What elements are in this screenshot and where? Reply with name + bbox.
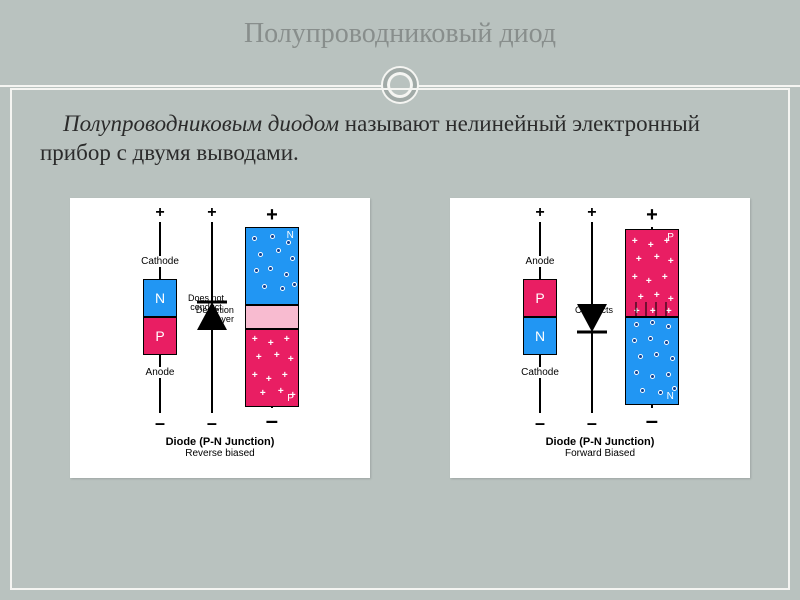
depletion-layer: Depletion Layer <box>245 305 299 329</box>
diagrams-row: + Cathode N P Anode – + <box>40 198 760 478</box>
title-area: Полупроводниковый диод <box>0 0 800 50</box>
cathode-label: Cathode <box>521 367 559 378</box>
page-title: Полупроводниковый диод <box>0 18 800 50</box>
forward-big-block-col: + P +++ +++ +++ +++ +++ <box>625 204 679 434</box>
conduct-label: Conducts <box>575 306 613 315</box>
plus-sign: + <box>155 204 164 222</box>
reverse-small-block-col: + Cathode N P Anode – <box>141 204 179 434</box>
minus-sign: – <box>155 413 165 434</box>
p-region-small: P <box>523 279 557 317</box>
content-frame: Полупроводниковым диодом называют нелине… <box>10 88 790 590</box>
reverse-big-block: N Depletion Layer P <box>245 227 299 407</box>
n-region-big: N <box>625 317 679 405</box>
forward-small-block: P N <box>523 279 557 355</box>
n-region-small: N <box>523 317 557 355</box>
forward-big-block: P +++ +++ +++ +++ +++ <box>625 229 679 405</box>
diode-symbol-icon <box>571 296 613 338</box>
forward-symbol-col: + Conducts – <box>571 204 613 434</box>
cathode-label: Cathode <box>141 256 179 267</box>
forward-small-block-col: + Anode P N Cathode – <box>521 204 559 434</box>
forward-bias-card: + Anode P N Cathode – + <box>450 198 750 478</box>
reverse-big-block-col: + N Depletion <box>245 204 299 434</box>
p-region-big: P +++ +++ +++ +++ +++ <box>625 229 679 317</box>
n-region-big: N <box>245 227 299 305</box>
reverse-bias-card: + Cathode N P Anode – + <box>70 198 370 478</box>
p-region-small: P <box>143 317 177 355</box>
forward-caption: Diode (P-N Junction) Forward Biased <box>456 436 744 459</box>
definition-text: Полупроводниковым диодом называют нелине… <box>40 110 760 168</box>
n-region-small: N <box>143 279 177 317</box>
reverse-caption: Diode (P-N Junction) Reverse biased <box>76 436 364 459</box>
reverse-small-block: N P <box>143 279 177 355</box>
p-region-big: P +++ +++ +++ +++ <box>245 329 299 407</box>
anode-label: Anode <box>526 256 555 267</box>
anode-label: Anode <box>146 367 175 378</box>
